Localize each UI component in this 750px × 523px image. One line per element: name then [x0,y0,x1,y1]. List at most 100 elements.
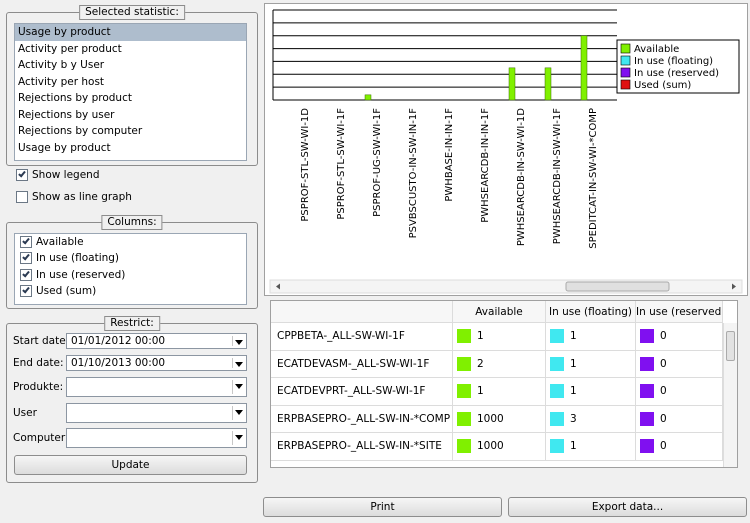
dropdown-arrow [232,431,244,445]
table-cell: 1 [546,350,636,378]
table-cell: 1 [453,378,546,406]
row-label: ECATDEVASM-_ALL-SW-WI-1F [271,350,453,378]
table-cell: 1 [546,378,636,406]
table-cell: 2 [453,350,546,378]
check-mark [22,285,30,294]
table-cell: 0 [636,323,723,351]
cell-text: CPPBETA-_ALL-SW-WI-1F [277,330,405,342]
table-cell: 0 [636,405,723,433]
legend-swatch [620,79,631,90]
cell-text: 0 [660,412,667,425]
legend-swatch [620,43,631,54]
cell-text: 1000 [477,412,504,425]
table-cell: 0 [636,350,723,378]
cell-text: 0 [660,440,667,452]
check-mark [22,252,30,261]
statistic-option[interactable]: Rejections by user [18,108,115,121]
statistic-option[interactable]: Usage by product [18,141,111,154]
chart-panel [264,3,748,296]
x-tick-label: PWHSEARCDB-IN-SW-WI-1D [516,108,527,246]
column-label: Available [36,236,84,248]
scroll-right-arrow [732,283,736,290]
cell-text: ECATDEVASM-_ALL-SW-WI-1F [277,357,430,370]
legend-swatch [620,55,631,66]
cell-text: 1 [477,330,484,342]
column-label: In use (reserved) [36,268,126,281]
table-cell: 1 [546,323,636,351]
color-swatch [457,384,471,398]
color-swatch [640,411,654,426]
dropdown[interactable]: 01/10/2013 00:00 [66,355,247,371]
chart: PSPROF-STL-SW-WI-1D PSPROF-STL-SW-WI-1F PS… [269,9,743,294]
legend-box [616,39,740,94]
bar [508,67,516,101]
checkbox-label: Show legend [32,169,100,181]
statistic-option[interactable]: Activity b y User [18,59,105,71]
column-header[interactable]: Available [453,301,546,323]
color-swatch [550,411,564,426]
print-button[interactable]: Print [263,497,502,517]
checkbox[interactable] [16,191,28,203]
bar [580,35,588,101]
dropdown-arrow [232,380,244,394]
checkbox[interactable] [20,284,32,297]
checkbox[interactable] [20,236,32,248]
color-swatch [550,356,564,371]
cell-text: 0 [660,330,667,342]
field-label: Start date: [13,335,70,347]
statistic-option[interactable]: Rejections by product [18,92,132,104]
column-label: Used (sum) [36,284,97,297]
cell-text: 1 [570,385,577,397]
color-swatch [457,411,471,426]
dropdown[interactable]: 01/01/2012 00:00 [66,333,247,349]
x-tick-label: PWHSEARCDB-IN-IN-1F [480,108,491,223]
dropdown-value: 01/10/2013 00:00 [71,357,166,369]
export-button[interactable]: Export data... [508,497,747,517]
checkbox[interactable] [16,169,28,181]
column-header[interactable]: In use (floating) [546,301,636,323]
x-tick-label: PSPROF-STL-SW-WI-1F [336,108,347,220]
x-tick-label: PSPROF-STL-SW-WI-1D [300,108,311,222]
dropdown[interactable] [66,428,247,448]
checkbox-label: Show as line graph [32,191,132,203]
checkbox[interactable] [20,268,32,281]
x-tick-label: PWHSEARCDB-IN-SW-WI-1F [552,108,563,244]
cell-text: 1000 [477,440,504,452]
row-label: ECATDEVPRT-_ALL-SW-WI-1F [271,378,453,406]
dropdown-arrow [232,358,244,368]
statistic-option[interactable]: Activity per host [18,75,105,88]
scrollbar-thumb[interactable] [726,331,735,361]
color-swatch [640,384,654,398]
statistic-option[interactable]: Usage by product [15,24,246,41]
color-swatch [640,439,654,453]
scrollbar-thumb[interactable] [565,281,670,292]
bar [364,94,372,101]
legend-label: Used (sum) [634,80,691,91]
legend-label: In use (reserved) [634,68,719,79]
field-label: Computer: [13,432,69,444]
field-label: End date: [13,357,64,369]
check-mark [18,169,26,178]
scroll-left-arrow [276,283,280,290]
statistic-option[interactable]: Activity per product [18,42,122,55]
cell-text: 0 [660,357,667,370]
bar [544,67,552,101]
column-label: In use (floating) [36,252,120,265]
check-mark [22,236,30,245]
update-button[interactable]: Update [14,455,247,475]
color-swatch [550,439,564,453]
column-header[interactable]: In use (reserved) [636,301,723,323]
statistic-list: Usage by product Activity per product Acti… [14,23,247,161]
statistic-option[interactable]: Rejections by computer [18,125,143,137]
dropdown-arrow [232,406,244,420]
dropdown[interactable] [66,377,247,397]
cell-text: ERPBASEPRO-_ALL-SW-IN-*SITE [277,440,442,452]
x-tick-label: PSPROF-UG-SW-WI-1F [372,108,383,217]
dropdown[interactable] [66,403,247,423]
checkbox[interactable] [20,252,32,265]
table-cell: 0 [636,433,723,461]
row-label: CPPBETA-_ALL-SW-WI-1F [271,323,453,351]
color-swatch [640,356,654,371]
legend-label: In use (floating) [634,56,713,67]
group-title: Selected statistic: [79,5,185,20]
